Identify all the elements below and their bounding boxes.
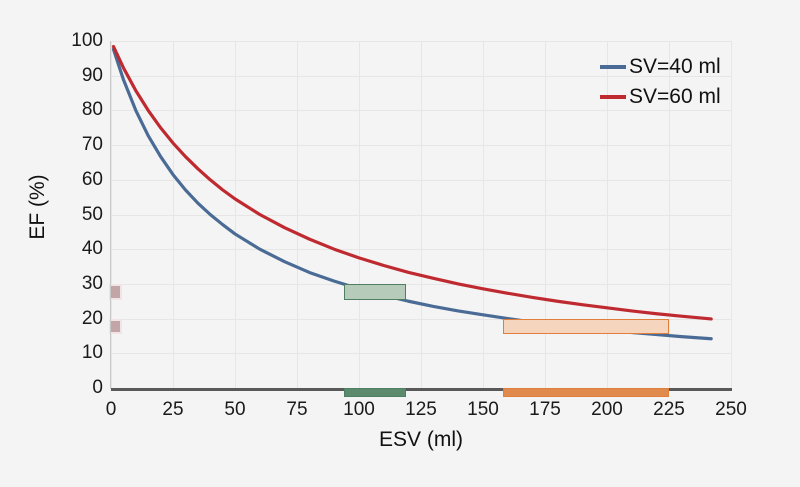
grid-line-horizontal bbox=[111, 145, 731, 147]
grid-line-horizontal bbox=[111, 41, 731, 42]
x-axis-tick-label: 250 bbox=[715, 399, 747, 420]
orange-highlight-region bbox=[502, 318, 669, 335]
y-axis-tick-labels: 0 10 20 30 40 50 60 70 80 90 100 bbox=[55, 0, 103, 487]
x-axis-tick-label: 100 bbox=[343, 399, 375, 420]
y-axis-tick-label: 70 bbox=[81, 134, 103, 156]
grid-line-horizontal bbox=[111, 179, 731, 181]
legend-line-swatch bbox=[600, 65, 626, 69]
x-axis-tick-label: 150 bbox=[467, 399, 499, 420]
x-axis-tick-label: 75 bbox=[286, 399, 308, 420]
x-axis-tick-label: 25 bbox=[162, 399, 184, 420]
grid-line-horizontal bbox=[111, 249, 731, 251]
legend-item-sv40[interactable]: SV=40 ml bbox=[600, 52, 750, 82]
y-axis-tick-label: 60 bbox=[81, 168, 103, 190]
y-axis-tick-label: 30 bbox=[81, 272, 103, 294]
orange-axis-range-bar bbox=[502, 388, 669, 397]
y-axis-title: EF (%) bbox=[26, 174, 49, 240]
x-axis-line bbox=[111, 388, 732, 391]
grid-line-vertical bbox=[731, 41, 732, 388]
grid-line-horizontal bbox=[111, 110, 731, 112]
green-highlight-region bbox=[344, 283, 407, 300]
x-axis-tick-labels: 0 25 50 75 100 125 150 175 200 225 250 bbox=[0, 399, 800, 425]
y-axis-tick-label: 100 bbox=[71, 30, 103, 51]
y-axis-tick-label: 0 bbox=[92, 377, 103, 398]
y-axis-tick-label: 80 bbox=[81, 99, 103, 121]
grid-line-horizontal bbox=[111, 318, 731, 320]
chart-legend: SV=40 ml SV=60 ml bbox=[600, 52, 750, 112]
y-axis-tick-label: 40 bbox=[81, 238, 103, 260]
y-axis-tick-label: 10 bbox=[81, 342, 103, 364]
plot-area bbox=[109, 41, 732, 389]
y-axis-tick-label: 50 bbox=[81, 203, 103, 225]
green-axis-range-bar bbox=[344, 388, 407, 397]
x-axis-tick-label: 50 bbox=[224, 399, 246, 420]
y-axis-tick-label: 90 bbox=[81, 64, 103, 86]
y-axis-tick-label: 20 bbox=[81, 307, 103, 329]
grid-line-horizontal bbox=[111, 75, 731, 77]
x-axis-tick-label: 125 bbox=[405, 399, 437, 420]
grid-line-horizontal bbox=[111, 214, 731, 216]
legend-item-label: SV=40 ml bbox=[629, 55, 721, 78]
x-axis-tick-label: 200 bbox=[591, 399, 623, 420]
legend-item-label: SV=60 ml bbox=[629, 85, 721, 108]
x-axis-tick-label: 225 bbox=[653, 399, 685, 420]
grid-line-horizontal bbox=[111, 283, 731, 285]
grid-line-horizontal bbox=[111, 353, 731, 355]
series-line-sv60 bbox=[111, 44, 713, 321]
x-axis-tick-label: 0 bbox=[105, 399, 117, 420]
legend-item-sv60[interactable]: SV=60 ml bbox=[600, 82, 750, 112]
y-axis-line bbox=[110, 41, 111, 389]
x-axis-title: ESV (ml) bbox=[379, 428, 463, 451]
x-axis-tick-label: 175 bbox=[529, 399, 561, 420]
legend-line-swatch bbox=[600, 95, 626, 99]
